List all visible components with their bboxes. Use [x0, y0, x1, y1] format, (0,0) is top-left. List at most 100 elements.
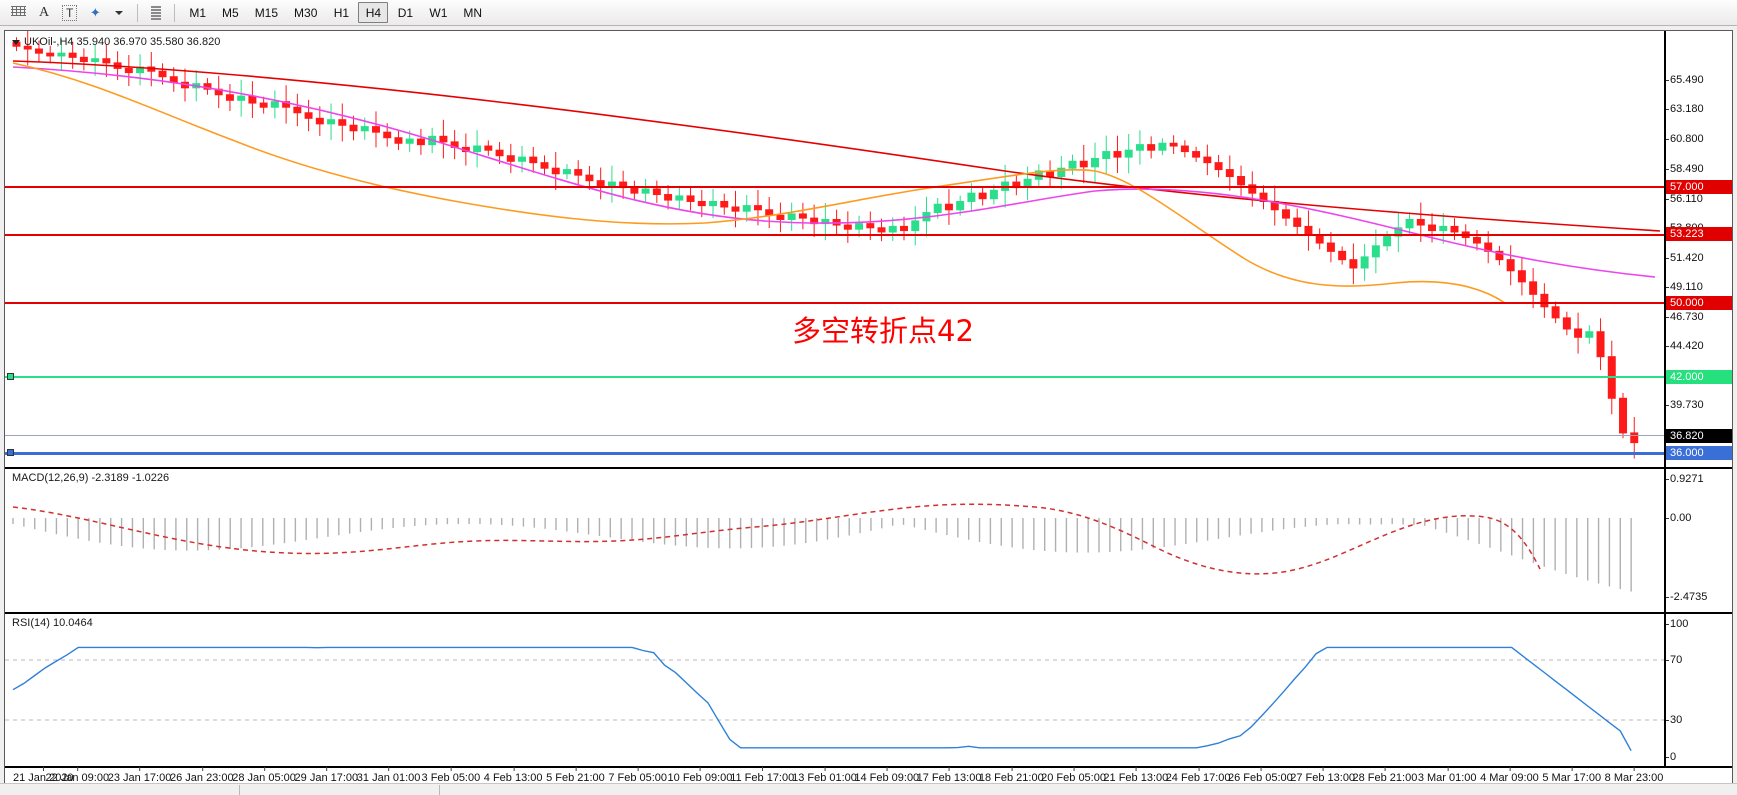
rsi-label: RSI(14) 10.0464: [12, 617, 93, 629]
price-tick-8: 46.730: [1666, 311, 1704, 323]
price-tick-10: 39.730: [1666, 399, 1704, 411]
time-label-14: 14 Feb 09:00: [854, 767, 920, 784]
chart-toolbar: A T ✦ M1 M5 M15 M30 H1 H4 D1 W1 MN: [0, 0, 1737, 26]
price-plot-area[interactable]: [5, 31, 1664, 467]
timeframe-button-m1[interactable]: M1: [189, 5, 207, 20]
time-label-21: 27 Feb 13:00: [1290, 767, 1356, 784]
status-cell-2: [240, 784, 440, 795]
time-label-18: 21 Feb 13:00: [1103, 767, 1169, 784]
time-label-19: 24 Feb 17:00: [1165, 767, 1231, 784]
rsi-tick-2: 30: [1665, 714, 1683, 726]
timeframe-button-h1[interactable]: H1: [333, 5, 350, 20]
rsi-scale[interactable]: 100 70 30 0: [1664, 614, 1732, 786]
time-label-15: 17 Feb 13:00: [916, 767, 982, 784]
symbol-header-text: UKOil-,H4 35.940 36.970 35.580 36.820: [24, 36, 221, 48]
time-label-0: 21 Jan 2020: [13, 767, 74, 784]
macd-tick-2: -2.4735: [1665, 591, 1708, 603]
time-label-3: 26 Jan 23:00: [169, 767, 234, 784]
level-line-50[interactable]: [5, 302, 1732, 304]
rsi-plot-area[interactable]: [5, 614, 1664, 786]
price-tick-2: 60.800: [1666, 133, 1704, 145]
level-handle-36-left[interactable]: [7, 449, 14, 456]
time-axis[interactable]: 21 Jan 2020 22 Jan 09:00 23 Jan 17:00 26 Ja…: [5, 766, 1732, 786]
rsi-tick-1: 70: [1665, 654, 1683, 666]
time-label-4: 28 Jan 05:00: [232, 767, 296, 784]
text-label-icon[interactable]: T: [57, 2, 82, 24]
time-label-5: 29 Jan 17:00: [294, 767, 359, 784]
grid-icon-glyph: [11, 6, 26, 19]
timeframe-button-h4[interactable]: H4: [358, 2, 389, 23]
price-scale[interactable]: 65.49063.18060.80058.49056.11053.80051.4…: [1664, 31, 1732, 467]
time-label-12: 11 Feb 17:00: [730, 767, 795, 784]
price-tick-0: 65.490: [1666, 74, 1704, 86]
macd-pane[interactable]: MACD(12,26,9) -2.3189 -1.0226 0.9271 0.00…: [5, 469, 1732, 612]
price-badge-42-000[interactable]: 42.000: [1666, 370, 1732, 384]
level-handle-42-left[interactable]: [7, 373, 14, 380]
price-tick-3: 58.490: [1666, 163, 1704, 175]
timeframe-group: M1 M5 M15 M30 H1 H4 D1 W1 MN: [182, 2, 489, 23]
price-badge-57-000[interactable]: 57.000: [1666, 180, 1732, 194]
time-label-20: 26 Feb 05:00: [1227, 767, 1293, 784]
pane-divider-1[interactable]: [5, 467, 1732, 469]
pane-divider-2[interactable]: [5, 612, 1732, 614]
status-cell-1: [0, 784, 240, 795]
time-label-23: 3 Mar 01:00: [1417, 767, 1477, 784]
level-line-57[interactable]: [5, 186, 1732, 188]
timeframe-button-mn[interactable]: MN: [463, 5, 483, 20]
time-label-25: 5 Mar 17:00: [1542, 767, 1602, 784]
time-label-2: 23 Jan 17:00: [107, 767, 172, 784]
time-label-24: 4 Mar 09:00: [1480, 767, 1539, 784]
level-line-42[interactable]: [5, 376, 1732, 378]
price-tick-4: 56.110: [1666, 193, 1703, 205]
toolbar-divider-1: [137, 3, 139, 22]
bars-icon[interactable]: [145, 2, 167, 24]
chart-annotation-text[interactable]: 多空转折点42: [792, 314, 974, 348]
level-line-36[interactable]: [5, 452, 1732, 455]
rsi-pane[interactable]: RSI(14) 10.0464 100 70 30 0 21 Jan 2020 22 J…: [5, 614, 1732, 786]
level-line-53223[interactable]: [5, 234, 1732, 236]
time-label-11: 10 Feb 09:00: [667, 767, 733, 784]
shapes-dropdown-caret-icon[interactable]: [108, 2, 130, 24]
font-icon[interactable]: A: [38, 4, 50, 20]
rsi-chart-svg: [5, 646, 1664, 752]
time-label-8: 4 Feb 13:00: [483, 767, 543, 784]
time-label-13: 13 Feb 01:00: [792, 767, 857, 784]
text-label-icon-glyph: T: [62, 4, 78, 21]
caret-glyph: [115, 10, 124, 15]
shapes-icon[interactable]: ✦: [89, 4, 101, 20]
price-pane[interactable]: UKOil-,H4 35.940 36.970 35.580 36.820 多空…: [5, 31, 1732, 467]
collapse-caret-icon[interactable]: [12, 39, 20, 45]
time-label-6: 31 Jan 01:00: [356, 767, 421, 784]
bars-icon-glyph: [151, 5, 162, 20]
timeframe-button-w1[interactable]: W1: [429, 5, 448, 20]
price-badge-36-000[interactable]: 36.000: [1666, 446, 1732, 460]
status-cell-3: [440, 785, 1737, 795]
status-bar: [0, 783, 1737, 795]
rsi-tick-0: 100: [1665, 618, 1689, 630]
timeframe-button-m15[interactable]: M15: [254, 5, 279, 20]
price-badge-50-000[interactable]: 50.000: [1666, 296, 1732, 310]
time-label-17: 20 Feb 05:00: [1041, 767, 1106, 784]
time-label-22: 28 Feb 21:00: [1352, 767, 1418, 784]
price-chart-svg: [12, 31, 1661, 459]
timeframe-button-m5[interactable]: M5: [222, 5, 239, 20]
time-label-26: 8 Mar 23:00: [1604, 767, 1664, 784]
time-label-10: 7 Feb 05:00: [608, 767, 668, 784]
price-tick-6: 51.420: [1666, 252, 1704, 264]
time-label-7: 3 Feb 05:00: [421, 767, 481, 784]
toolbar-divider-2: [174, 3, 176, 22]
timeframe-button-m30[interactable]: M30: [294, 5, 318, 20]
price-tick-7: 49.110: [1666, 281, 1703, 293]
price-tick-1: 63.180: [1666, 103, 1704, 115]
price-badge-53-223[interactable]: 53.223: [1666, 227, 1732, 241]
macd-scale[interactable]: 0.9271 0.00 -2.4735: [1664, 469, 1732, 612]
grid-icon[interactable]: [6, 2, 31, 24]
timeframe-button-d1[interactable]: D1: [397, 5, 414, 20]
price-badge-36-820[interactable]: 36.820: [1666, 429, 1732, 443]
chart-window[interactable]: UKOil-,H4 35.940 36.970 35.580 36.820 多空…: [4, 30, 1733, 786]
macd-plot-area[interactable]: [5, 469, 1664, 612]
rsi-tick-3: 0: [1665, 751, 1677, 763]
macd-chart-svg: [12, 503, 1632, 592]
level-line-36820[interactable]: [5, 435, 1732, 436]
